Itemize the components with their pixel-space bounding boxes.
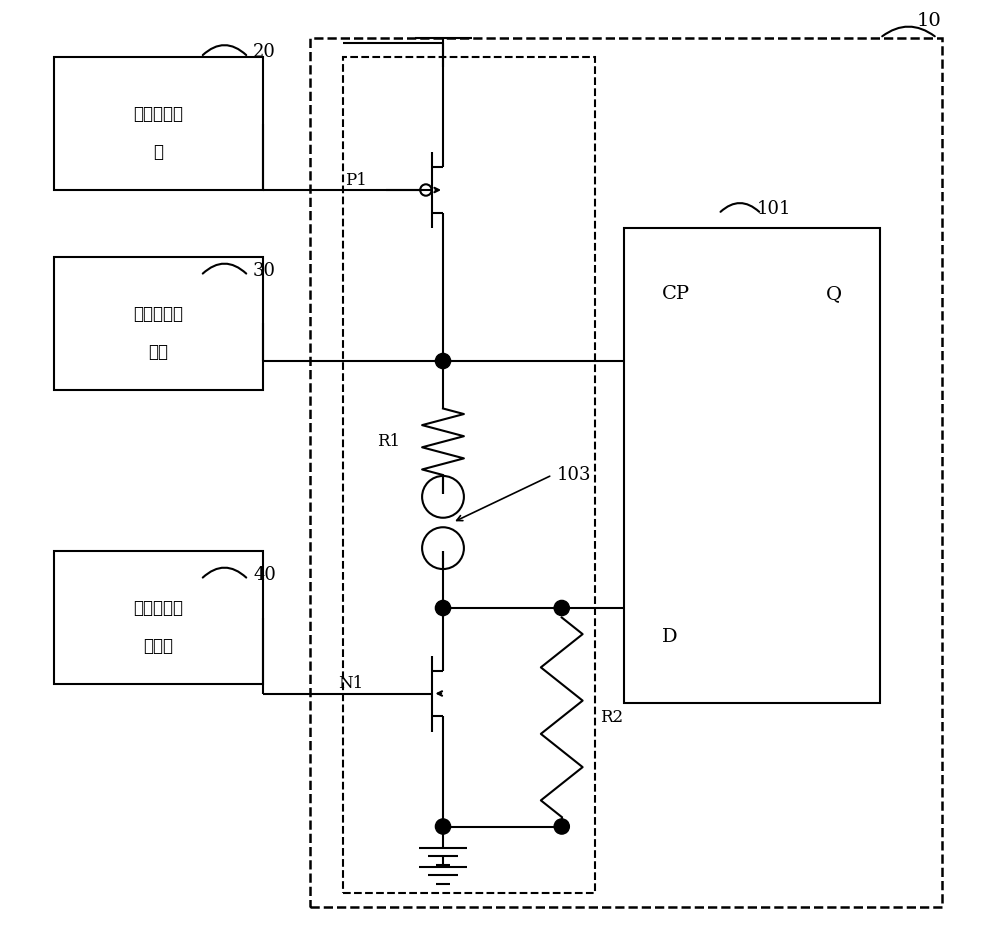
Circle shape <box>554 819 569 834</box>
Text: 调修值载入: 调修值载入 <box>133 305 183 322</box>
Text: 30: 30 <box>253 262 276 279</box>
Text: 制模块: 制模块 <box>143 637 173 655</box>
Text: Q: Q <box>826 285 842 303</box>
Text: 40: 40 <box>253 566 276 583</box>
Text: 103: 103 <box>557 466 592 484</box>
Text: D: D <box>662 628 677 646</box>
Text: 开关控制模: 开关控制模 <box>133 105 183 123</box>
Text: R2: R2 <box>600 709 623 726</box>
Text: CP: CP <box>662 285 690 303</box>
Text: 10: 10 <box>917 12 942 30</box>
Text: R1: R1 <box>377 433 400 450</box>
Bar <box>54 57 262 190</box>
Text: 20: 20 <box>253 44 276 61</box>
Bar <box>54 256 262 390</box>
Text: 模块: 模块 <box>148 343 168 360</box>
Bar <box>624 228 880 703</box>
Bar <box>310 38 942 907</box>
Text: 块: 块 <box>153 143 163 161</box>
Text: 101: 101 <box>757 200 791 218</box>
Text: P1: P1 <box>345 172 367 189</box>
Circle shape <box>554 600 569 616</box>
Circle shape <box>435 600 451 616</box>
Text: 熔丝熔断控: 熔丝熔断控 <box>133 599 183 617</box>
Bar <box>343 57 595 893</box>
Circle shape <box>435 819 451 834</box>
Bar <box>54 551 262 684</box>
Text: N1: N1 <box>338 675 363 693</box>
Circle shape <box>435 353 451 369</box>
